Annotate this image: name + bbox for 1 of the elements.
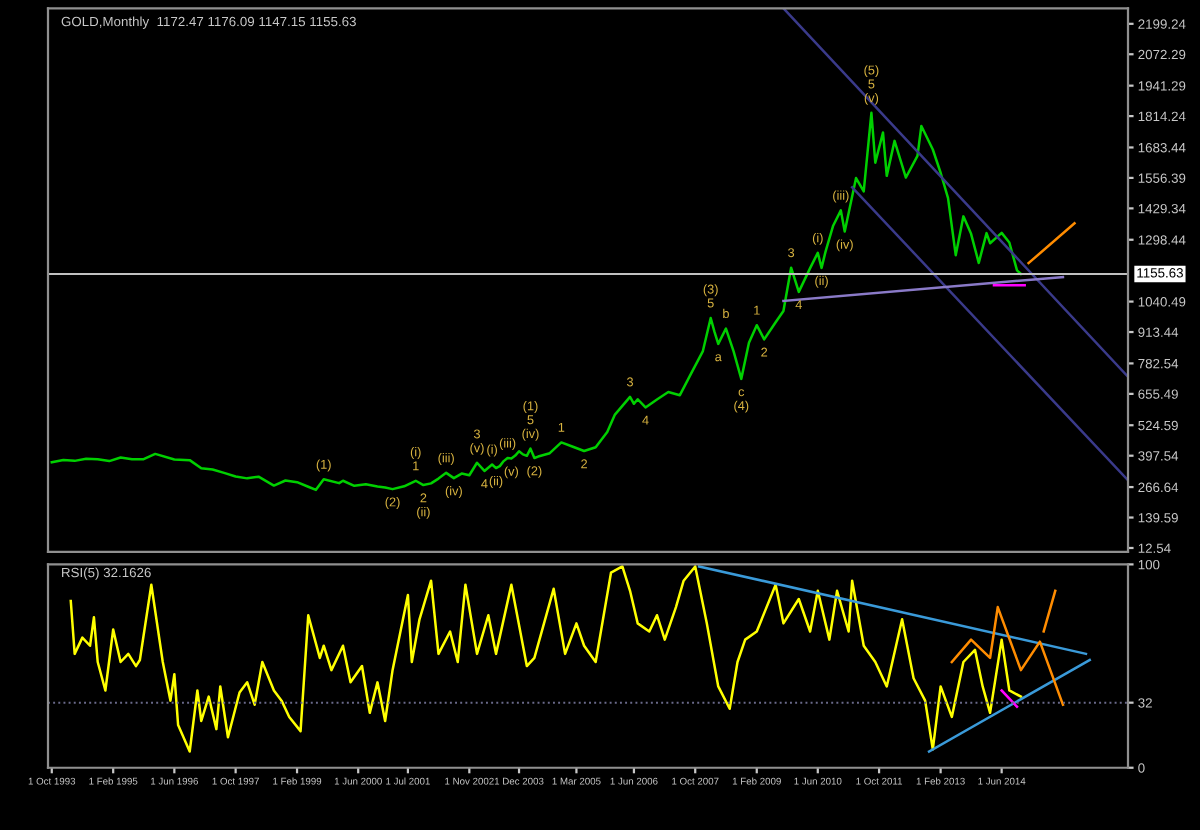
line-series [950,605,1065,706]
